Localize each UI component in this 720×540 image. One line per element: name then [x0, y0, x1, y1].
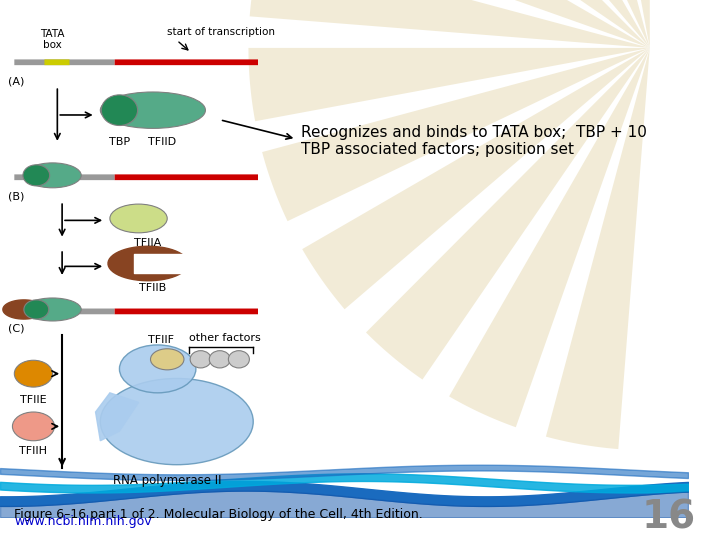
Text: TFIIF: TFIIF: [148, 335, 174, 345]
Polygon shape: [248, 48, 649, 122]
Polygon shape: [302, 48, 649, 309]
Ellipse shape: [24, 300, 49, 319]
FancyBboxPatch shape: [114, 308, 258, 314]
Polygon shape: [271, 0, 649, 48]
FancyBboxPatch shape: [14, 308, 114, 314]
Ellipse shape: [210, 350, 230, 368]
Ellipse shape: [190, 350, 211, 368]
Text: www.ncbi.nlm.nih.gov: www.ncbi.nlm.nih.gov: [14, 515, 152, 528]
Text: TFIID: TFIID: [148, 137, 176, 147]
Polygon shape: [319, 0, 649, 48]
Text: TFIIH: TFIIH: [19, 446, 48, 456]
Ellipse shape: [100, 92, 205, 129]
Text: 16: 16: [642, 498, 696, 536]
Ellipse shape: [23, 165, 50, 186]
Polygon shape: [477, 0, 649, 48]
Polygon shape: [3, 300, 44, 319]
Ellipse shape: [12, 412, 55, 441]
FancyBboxPatch shape: [14, 174, 114, 180]
Polygon shape: [366, 48, 649, 380]
Ellipse shape: [150, 349, 184, 370]
Text: TBP: TBP: [109, 137, 130, 147]
Polygon shape: [108, 246, 186, 281]
Polygon shape: [389, 0, 649, 48]
Text: TATA
box: TATA box: [40, 29, 65, 50]
FancyBboxPatch shape: [14, 59, 114, 65]
Text: TFIIA: TFIIA: [135, 238, 162, 248]
Polygon shape: [449, 48, 649, 427]
Polygon shape: [262, 48, 649, 221]
Ellipse shape: [100, 379, 253, 465]
Text: Figure 6–16 part 1 of 2. Molecular Biology of the Cell, 4th Edition.: Figure 6–16 part 1 of 2. Molecular Biolo…: [14, 508, 423, 521]
Polygon shape: [546, 48, 649, 449]
Ellipse shape: [228, 350, 249, 368]
FancyBboxPatch shape: [114, 174, 258, 180]
FancyBboxPatch shape: [45, 59, 70, 65]
Text: TFIIE: TFIIE: [20, 395, 47, 405]
Polygon shape: [577, 0, 649, 48]
Ellipse shape: [14, 360, 53, 387]
Text: Recognizes and binds to TATA box;  TBP + 10
TBP associated factors; position set: Recognizes and binds to TATA box; TBP + …: [301, 125, 647, 157]
Polygon shape: [250, 0, 649, 48]
Text: RNA polymerase II: RNA polymerase II: [113, 474, 222, 487]
FancyBboxPatch shape: [45, 308, 70, 314]
Polygon shape: [96, 393, 138, 441]
Ellipse shape: [24, 163, 81, 188]
Ellipse shape: [120, 345, 196, 393]
FancyBboxPatch shape: [45, 174, 70, 180]
Ellipse shape: [110, 204, 167, 233]
Text: (B): (B): [8, 192, 24, 201]
Text: TFIIB: TFIIB: [139, 282, 166, 293]
Text: start of transcription: start of transcription: [167, 27, 275, 37]
Text: (C): (C): [8, 324, 24, 334]
Ellipse shape: [24, 298, 81, 321]
FancyBboxPatch shape: [114, 59, 258, 65]
Text: other factors: other factors: [189, 333, 261, 343]
Text: (A): (A): [8, 77, 24, 86]
Ellipse shape: [102, 95, 138, 125]
